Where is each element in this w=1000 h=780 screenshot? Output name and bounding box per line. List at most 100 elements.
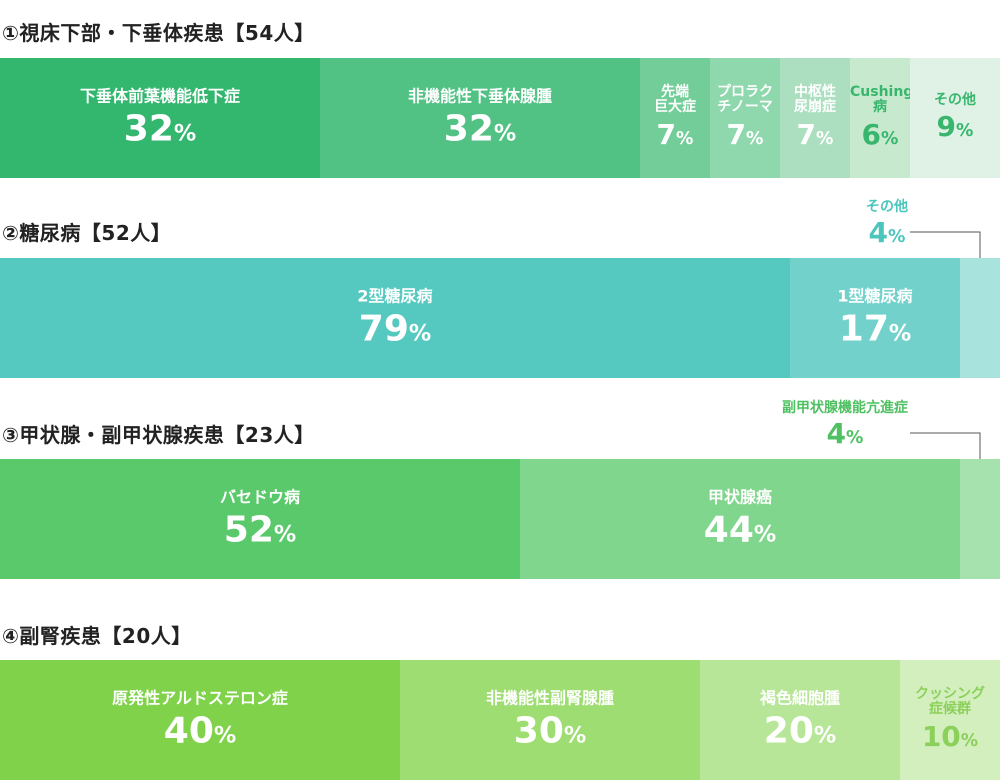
segment-value: 9%	[910, 110, 1000, 144]
segment-value: 7%	[710, 117, 780, 151]
segment-label: クッシング 症候群	[915, 686, 985, 718]
segment-value-number: 7	[726, 117, 747, 151]
segment-value-unit: %	[213, 722, 237, 748]
segment-label: 先端 巨大症	[654, 84, 696, 116]
bar-thyroid: バセドウ病 52% 甲状腺癌 44%	[0, 459, 1000, 579]
segment-value-number: 6	[861, 117, 882, 151]
segment-value: 44%	[520, 510, 960, 550]
segment-label: 褐色細胞腫	[759, 688, 840, 708]
segment-text: プロラク チノーマ 7%	[710, 85, 780, 151]
segment-value: 7%	[640, 117, 710, 151]
segment-value-unit: %	[746, 128, 764, 149]
bar-segment: 原発性アルドステロン症 40%	[0, 660, 400, 780]
segment-text: 2型糖尿病 79%	[0, 287, 790, 348]
segment-value-unit: %	[273, 521, 297, 547]
bar-segment: 甲状腺癌 44%	[520, 459, 960, 579]
segment-text: クッシング 症候群 10%	[900, 687, 1000, 753]
segment-text: 下垂体前葉機能低下症 32%	[0, 87, 320, 148]
segment-value-unit: %	[960, 730, 979, 751]
segment-label: プロラク チノーマ	[717, 84, 773, 116]
segment-value-unit: %	[676, 128, 694, 149]
segment-value-number: 9	[936, 110, 957, 144]
section-title-diabetes: ②糖尿病【52人】	[2, 221, 172, 245]
segment-value: 4%	[866, 216, 908, 254]
segment-value-number: 79	[358, 308, 409, 349]
segment-text: 原発性アルドステロン症 40%	[0, 689, 400, 750]
segment-label: 副甲状腺機能亢進症	[782, 400, 908, 416]
segment-value-number: 7	[796, 117, 817, 151]
segment-value-unit: %	[173, 120, 197, 146]
segment-value-number: 32	[123, 108, 174, 149]
segment-value-unit: %	[563, 722, 587, 748]
bar-diabetes: 2型糖尿病 79% 1型糖尿病 17%	[0, 258, 1000, 378]
bar-segment	[960, 258, 1000, 378]
segment-value-number: 20	[763, 710, 814, 751]
segment-value-number: 17	[838, 308, 889, 349]
segment-value-number: 7	[656, 117, 677, 151]
segment-text: 非機能性副腎腺腫 30%	[400, 689, 700, 750]
segment-text: 甲状腺癌 44%	[520, 488, 960, 549]
bar-segment: その他 9%	[910, 58, 1000, 178]
segment-label: 2型糖尿病	[357, 286, 433, 306]
segment-text: 非機能性下垂体腺腫 32%	[320, 87, 640, 148]
segment-label: その他	[866, 199, 908, 215]
segment-value-number: 32	[443, 108, 494, 149]
segment-value: 6%	[850, 117, 910, 151]
segment-label: 非機能性下垂体腺腫	[407, 86, 552, 106]
segment-value: 20%	[700, 711, 900, 751]
segment-value-number: 4	[868, 216, 889, 249]
segment-value-unit: %	[493, 120, 517, 146]
segment-text: 中枢性 尿崩症 7%	[780, 85, 850, 151]
bar-segment: Cushing病 6%	[850, 58, 910, 178]
segment-label: Cushing病	[850, 84, 910, 116]
segment-value-unit: %	[888, 227, 906, 247]
bar-segment: 褐色細胞腫 20%	[700, 660, 900, 780]
segment-value: 10%	[900, 719, 1000, 753]
segment-value: 32%	[320, 109, 640, 149]
bar-segment	[960, 459, 1000, 579]
segment-label: 原発性アルドステロン症	[112, 688, 288, 708]
bar-segment: クッシング 症候群 10%	[900, 660, 1000, 780]
segment-value: 52%	[0, 510, 520, 550]
segment-label: 下垂体前葉機能低下症	[79, 86, 240, 106]
segment-value: 32%	[0, 109, 320, 149]
segment-value-unit: %	[813, 722, 837, 748]
segment-value: 40%	[0, 711, 400, 751]
bar-segment: 中枢性 尿崩症 7%	[780, 58, 850, 178]
segment-value-unit: %	[881, 128, 899, 149]
segment-value-number: 44	[703, 509, 754, 550]
bar-segment: プロラク チノーマ 7%	[710, 58, 780, 178]
bar-segment: バセドウ病 52%	[0, 459, 520, 579]
segment-text: 先端 巨大症 7%	[640, 85, 710, 151]
segment-value-unit: %	[408, 320, 432, 346]
segment-label: その他	[934, 91, 976, 108]
section-title-pituitary: ①視床下部・下垂体疾患【54人】	[2, 21, 315, 45]
segment-value-number: 30	[513, 710, 564, 751]
bar-adrenal: 原発性アルドステロン症 40% 非機能性副腎腺腫 30% 褐色細胞腫 20% クッシング 症…	[0, 660, 1000, 780]
segment-value: 30%	[400, 711, 700, 751]
segment-value-unit: %	[816, 128, 834, 149]
bar-segment: 下垂体前葉機能低下症 32%	[0, 58, 320, 178]
section-title-thyroid: ③甲状腺・副甲状腺疾患【23人】	[2, 423, 315, 447]
segment-text: 褐色細胞腫 20%	[700, 689, 900, 750]
segment-callout: その他 4%	[866, 198, 908, 254]
segment-value-unit: %	[956, 121, 974, 142]
segment-value-number: 10	[921, 719, 961, 753]
segment-text: バセドウ病 52%	[0, 488, 520, 549]
segment-label: 1型糖尿病	[837, 286, 913, 306]
segment-value: 7%	[780, 117, 850, 151]
segment-value: 17%	[790, 309, 960, 349]
bar-segment: 1型糖尿病 17%	[790, 258, 960, 378]
section-title-adrenal: ④副腎疾患【20人】	[2, 624, 192, 648]
segment-text: 1型糖尿病 17%	[790, 287, 960, 348]
bar-pituitary: 下垂体前葉機能低下症 32% 非機能性下垂体腺腫 32% 先端 巨大症 7% プロラク チノ…	[0, 58, 1000, 178]
segment-text: その他 9%	[910, 91, 1000, 144]
segment-value-unit: %	[753, 521, 777, 547]
bar-segment: 非機能性下垂体腺腫 32%	[320, 58, 640, 178]
segment-label: 中枢性 尿崩症	[794, 84, 836, 116]
segment-callout: 副甲状腺機能亢進症 4%	[782, 399, 908, 455]
bar-segment: 非機能性副腎腺腫 30%	[400, 660, 700, 780]
segment-value-number: 4	[826, 417, 847, 450]
bar-segment: 先端 巨大症 7%	[640, 58, 710, 178]
